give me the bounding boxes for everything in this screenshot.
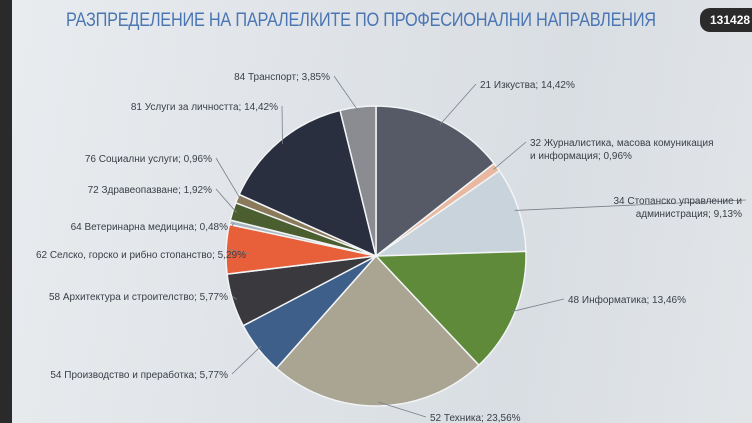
leader-line	[510, 298, 565, 313]
data-label: 58 Архитектура и строителство; 5,77%	[49, 292, 228, 303]
data-label: 72 Здравеопазване; 1,92%	[88, 185, 213, 196]
pie-slice	[238, 109, 378, 258]
pie-slice	[275, 254, 480, 407]
data-label: 64 Ветеринарна медицина; 0,48%	[71, 222, 229, 233]
pie-slice	[373, 169, 527, 257]
data-label: 32 Журналистика, масова комуникация и инф…	[530, 138, 714, 162]
pie-slice	[374, 250, 527, 367]
id-badge: 131428	[700, 8, 752, 32]
leader-line	[231, 345, 262, 375]
chart-title: РАЗПРЕДЕЛЕНИЕ НА ПАРАЛЕЛКИТЕ ПО ПРОФЕСИО…	[66, 10, 656, 31]
data-label: 62 Селско, горско и рибно стопанство; 5,…	[36, 249, 246, 261]
data-label: 54 Производство и преработка; 5,77%	[50, 369, 228, 381]
leader-line	[514, 199, 747, 211]
data-label: 52 Техника; 23,56%	[430, 413, 521, 423]
leader-line	[215, 188, 237, 213]
leader-line	[231, 295, 237, 300]
pie-slice	[339, 105, 377, 257]
data-label: 81 Услуги за личността; 14,42%	[131, 102, 278, 113]
leader-line	[493, 141, 527, 170]
leader-line	[439, 83, 477, 125]
data-label: 21 Изкуства; 14,42%	[480, 80, 575, 91]
leader-line	[281, 105, 283, 144]
data-label: 48 Информатика; 13,46%	[568, 294, 686, 306]
leader-line	[333, 75, 359, 112]
data-label: 84 Транспорт; 3,85%	[234, 72, 330, 83]
leader-line	[215, 157, 242, 201]
leader-line	[230, 248, 251, 255]
pie-slice	[375, 105, 496, 258]
leader-line	[378, 401, 427, 418]
leader-line	[231, 222, 235, 227]
data-label: 76 Социални услуги; 0,96%	[85, 154, 212, 165]
data-label: 34 Стопанско управление и администрация; …	[613, 196, 742, 220]
